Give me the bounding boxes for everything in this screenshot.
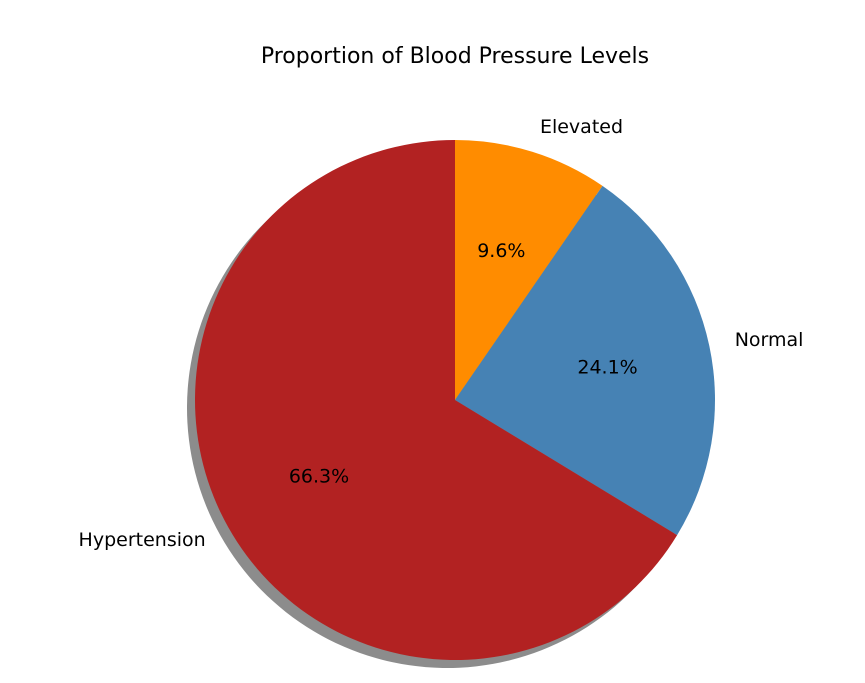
slice-label-elevated: Elevated xyxy=(540,116,623,138)
pie-slices xyxy=(195,140,715,660)
slice-elevated xyxy=(455,140,603,400)
slice-pct-hypertension: 66.3% xyxy=(289,465,349,487)
chart-title: Proportion of Blood Pressure Levels xyxy=(261,44,649,69)
slice-normal xyxy=(455,185,715,536)
slice-label-hypertension: Hypertension xyxy=(79,529,206,551)
slice-pct-normal: 24.1% xyxy=(577,356,637,378)
slice-hypertension xyxy=(195,140,678,660)
slice-pct-elevated: 9.6% xyxy=(477,240,525,262)
pie-labels: Elevated 9.6% Normal 24.1% Hypertension 66.3% xyxy=(79,116,804,551)
slice-label-normal: Normal xyxy=(735,329,804,351)
